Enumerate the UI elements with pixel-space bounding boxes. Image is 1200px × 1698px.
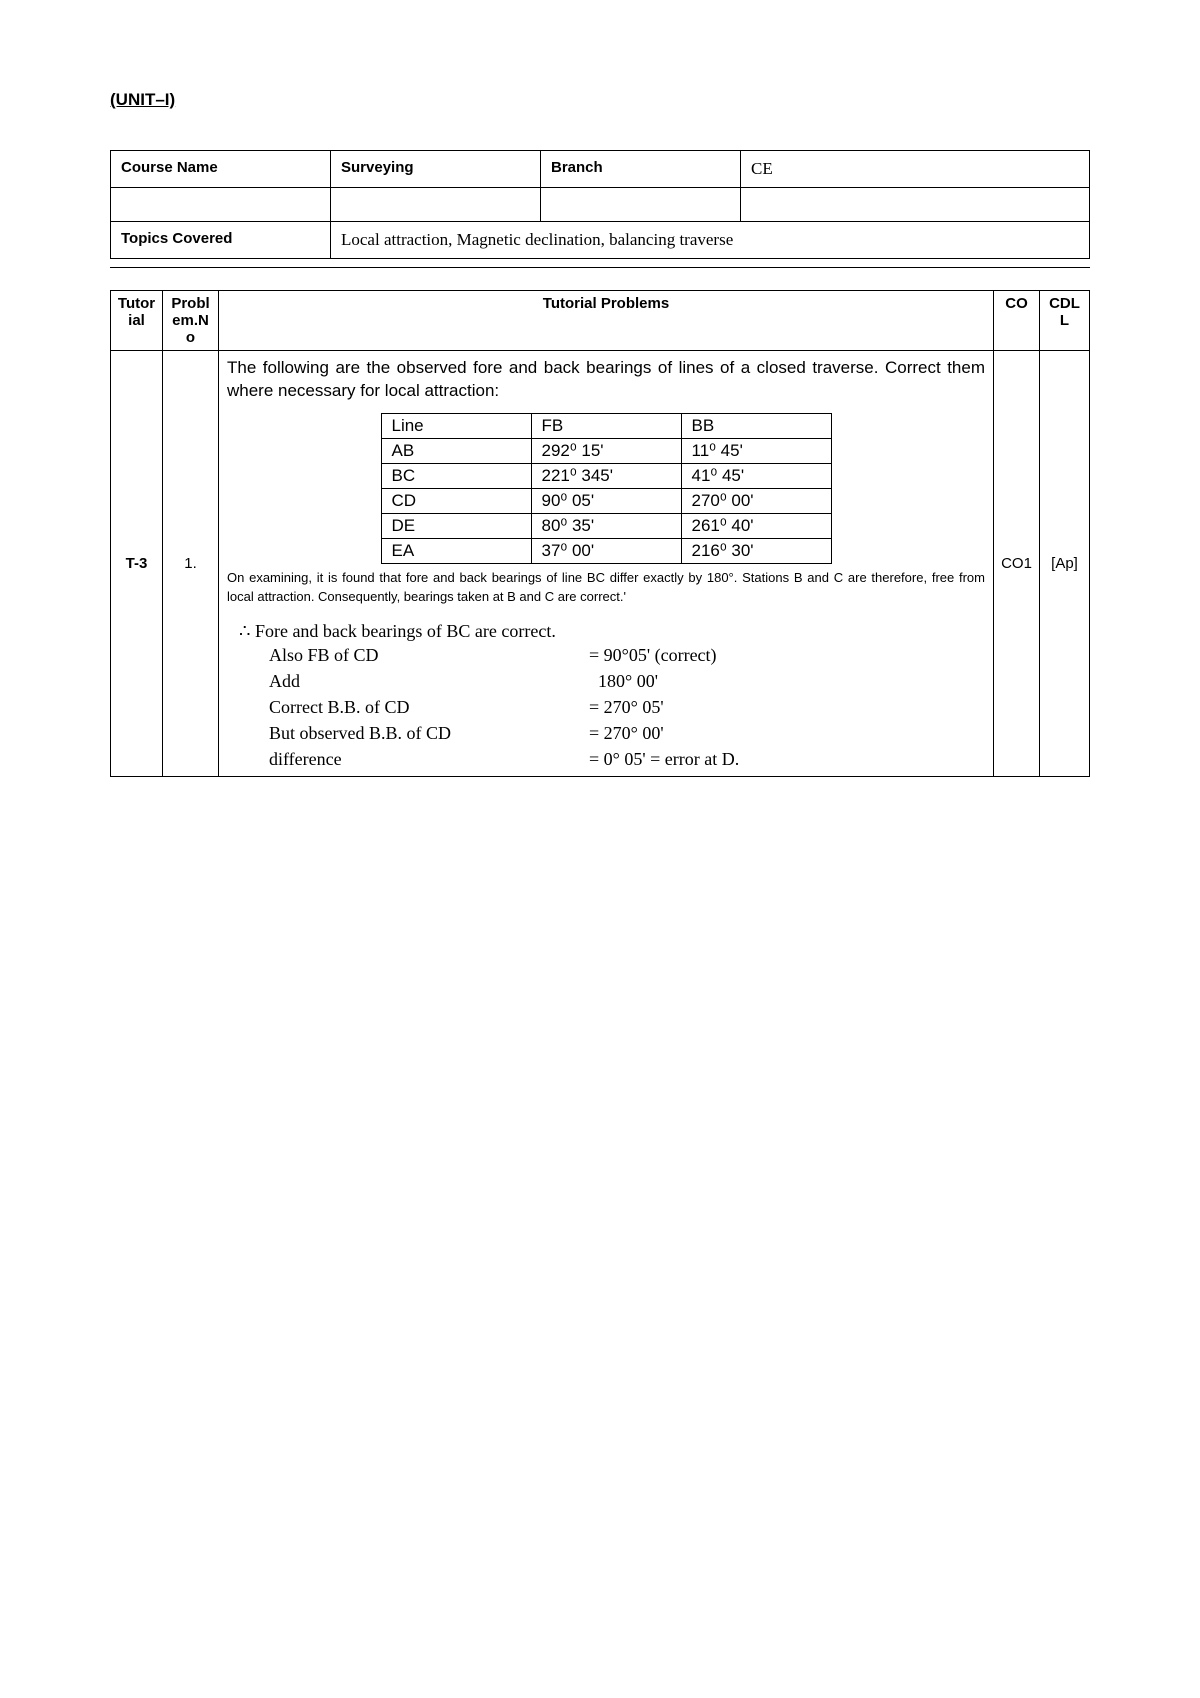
ic: 37⁰ 00' [531, 538, 681, 563]
unit-heading: (UNIT–I) [110, 90, 1090, 110]
calc-l3b: 180° 00' [589, 668, 658, 694]
hdr-cdl: CDLL [1040, 291, 1090, 351]
ih-bb: BB [681, 413, 831, 438]
ic: 90⁰ 05' [531, 488, 681, 513]
empty-cell [541, 188, 741, 222]
cell-cdl: [Ap] [1040, 351, 1090, 777]
calc-l6a: difference [269, 746, 589, 772]
ic: EA [381, 538, 531, 563]
topics-label: Topics Covered [111, 222, 331, 259]
main-table: Tutorial Problem.No Tutorial Problems CO… [110, 290, 1090, 777]
ic: BC [381, 463, 531, 488]
calc-l5b: = 270° 00' [589, 720, 664, 746]
cell-body: The following are the observed fore and … [219, 351, 994, 777]
ic: DE [381, 513, 531, 538]
topics-value: Local attraction, Magnetic declination, … [331, 222, 1090, 259]
ic: 270⁰ 00' [681, 488, 831, 513]
calc-l4a: Correct B.B. of CD [269, 694, 589, 720]
calc-l2b: = 90°05' (correct) [589, 642, 717, 668]
calc-l4b: = 270° 05' [589, 694, 664, 720]
hdr-co: CO [994, 291, 1040, 351]
hdr-tutorial: Tutorial [111, 291, 163, 351]
ic: 11⁰ 45' [681, 438, 831, 463]
ic: 292⁰ 15' [531, 438, 681, 463]
hdr-body: Tutorial Problems [219, 291, 994, 351]
divider [110, 267, 1090, 268]
bearings-table: Line FB BB AB 292⁰ 15' 11⁰ 45' BC 221⁰ 3… [381, 413, 832, 564]
cell-tutorial: T-3 [111, 351, 163, 777]
ic: 80⁰ 35' [531, 513, 681, 538]
ic: AB [381, 438, 531, 463]
branch-label: Branch [541, 151, 741, 188]
problem-intro: The following are the observed fore and … [227, 357, 985, 403]
cell-problem: 1. [163, 351, 219, 777]
ic: 261⁰ 40' [681, 513, 831, 538]
calc-l2a: Also FB of CD [269, 642, 589, 668]
course-name-label: Course Name [111, 151, 331, 188]
cell-co: CO1 [994, 351, 1040, 777]
ih-line: Line [381, 413, 531, 438]
meta-table: Course Name Surveying Branch CE Topics C… [110, 150, 1090, 259]
ic: 41⁰ 45' [681, 463, 831, 488]
calculation-block: ∴ Fore and back bearings of BC are corre… [239, 621, 977, 772]
ic: 216⁰ 30' [681, 538, 831, 563]
ih-fb: FB [531, 413, 681, 438]
empty-cell [111, 188, 331, 222]
branch-value: CE [741, 151, 1090, 188]
course-name-value: Surveying [331, 151, 541, 188]
ic: 221⁰ 345' [531, 463, 681, 488]
hdr-problem: Problem.No [163, 291, 219, 351]
ic: CD [381, 488, 531, 513]
empty-cell [331, 188, 541, 222]
calc-l3a: Add [269, 668, 589, 694]
calc-line-1: ∴ Fore and back bearings of BC are corre… [239, 621, 977, 642]
calc-l6b: = 0° 05' = error at D. [589, 746, 739, 772]
calc-l5a: But observed B.B. of CD [269, 720, 589, 746]
explanation-text: On examining, it is found that fore and … [227, 568, 985, 607]
empty-cell [741, 188, 1090, 222]
